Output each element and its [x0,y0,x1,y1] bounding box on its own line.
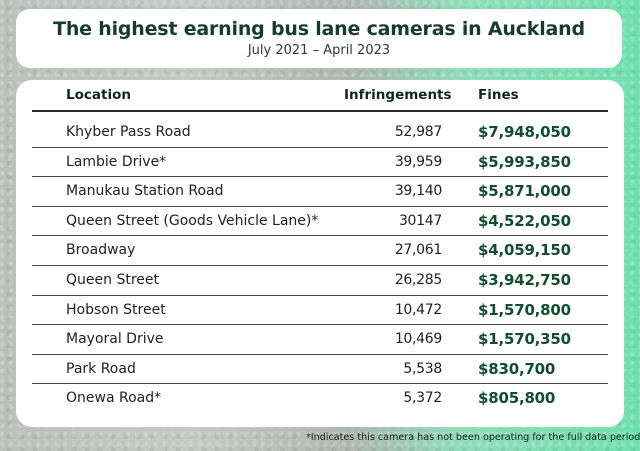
location-cell: Mayoral Drive [66,331,164,348]
row-divider [32,146,608,148]
table-row: Manukau Station Road 39,140 $5,871,000 [16,177,624,207]
date-range-subtitle: July 2021 – April 2023 [247,43,391,58]
table-row: Broadway 27,061 $4,059,150 [16,236,624,266]
table-row: Lambie Drive* 39,959 $5,993,850 [16,148,624,178]
fines-cell: $1,570,350 [478,330,571,349]
row-divider [32,353,608,355]
fines-cell: $830,700 [478,359,556,378]
location-cell: Hobson Street [66,301,166,318]
table-row: Queen Street (Goods Vehicle Lane)* 30147… [16,207,624,237]
infringements-cell: 27,061 [394,242,442,259]
row-divider [32,235,608,237]
location-cell: Broadway [66,242,136,259]
location-cell: Queen Street (Goods Vehicle Lane)* [66,212,319,229]
table-body: Khyber Pass Road 52,987 $7,948,050 Lambi… [16,118,624,414]
infringements-cell: 39,140 [394,183,442,200]
row-divider [32,383,608,385]
table-row: Khyber Pass Road 52,987 $7,948,050 [16,118,624,148]
infringements-cell: 5,372 [403,390,442,407]
table-row: Park Road 5,538 $830,700 [16,355,624,385]
fines-cell: $7,948,050 [478,123,571,141]
fines-cell: $4,522,050 [478,211,571,230]
location-cell: Queen Street [66,271,159,288]
column-header-location: Location [66,87,131,103]
fines-cell: $4,059,150 [478,241,571,260]
table-row: Queen Street 26,285 $3,942,750 [16,266,624,296]
fines-cell: $805,800 [478,389,556,408]
location-cell: Lambie Drive* [66,153,167,170]
location-cell: Manukau Station Road [66,183,224,200]
title-card: The highest earning bus lane cameras in … [16,9,622,68]
infringements-cell: 10,469 [394,331,442,348]
infringements-cell: 39,959 [394,153,442,170]
infringements-cell: 30147 [398,212,442,229]
table-row: Mayoral Drive 10,469 $1,570,350 [16,325,624,355]
row-divider [32,324,608,326]
table-row: Onewa Road* 5,372 $805,800 [16,384,624,414]
infringements-cell: 26,285 [394,271,442,288]
infringements-cell: 5,538 [403,360,442,377]
location-cell: Park Road [66,360,136,377]
column-header-infringements: Infringements [344,87,452,103]
fines-cell: $1,570,800 [478,300,571,319]
footnote: *Indicates this camera has not been oper… [306,432,640,443]
data-table: Location Infringements Fines Khyber Pass… [16,80,624,427]
row-divider [32,264,608,266]
location-cell: Khyber Pass Road [66,124,191,140]
infringements-cell: 10,472 [394,301,442,318]
fines-cell: $5,871,000 [478,182,571,201]
page-title: The highest earning bus lane cameras in … [53,18,585,40]
location-cell: Onewa Road* [66,390,162,407]
row-divider [32,205,608,207]
table-header-row: Location Infringements Fines [16,80,624,110]
row-divider [32,294,608,296]
table-row: Hobson Street 10,472 $1,570,800 [16,296,624,326]
infringements-cell: 52,987 [394,124,442,140]
fines-cell: $5,993,850 [478,152,571,171]
fines-cell: $3,942,750 [478,270,571,289]
column-header-fines: Fines [478,87,519,103]
row-divider [32,176,608,178]
header-divider [32,110,608,112]
